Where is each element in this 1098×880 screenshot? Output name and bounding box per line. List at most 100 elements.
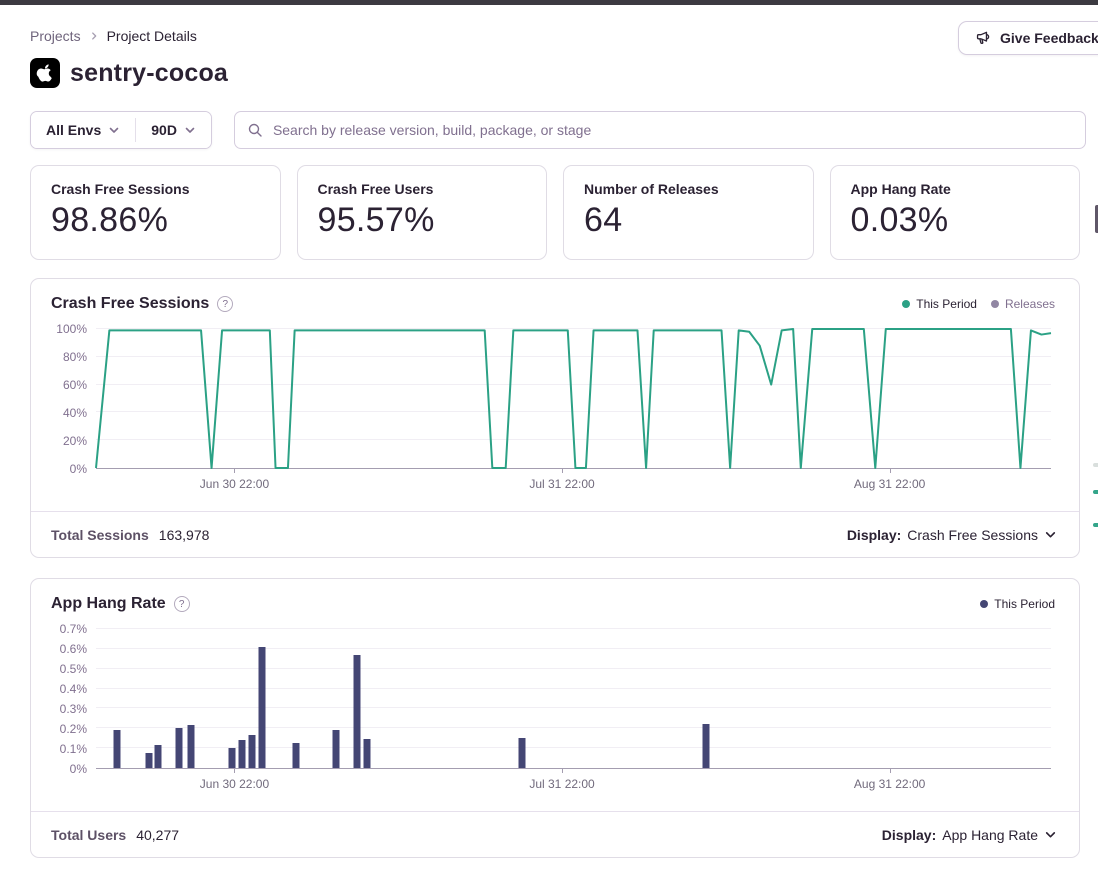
megaphone-icon [975, 30, 992, 47]
stat-card-crash-free-sessions: Crash Free Sessions 98.86% [30, 165, 281, 260]
y-tick-label: 0% [70, 762, 87, 776]
y-tick-label: 0.3% [60, 702, 87, 716]
app-hang-rate-panel: App Hang Rate ? This Period 0%0.1%0.2%0.… [30, 578, 1080, 858]
bar[interactable] [176, 728, 183, 768]
chart-legend: This Period [980, 597, 1055, 611]
display-label: Display: [847, 527, 901, 543]
date-range-selector[interactable]: 90D [136, 112, 211, 148]
bar[interactable] [332, 730, 339, 768]
x-tick-label: Jun 30 22:00 [200, 777, 269, 791]
bar[interactable] [145, 753, 152, 768]
filter-button-group: All Envs 90D [30, 111, 212, 149]
top-border-bar [0, 0, 1098, 5]
breadcrumb-current: Project Details [107, 28, 197, 44]
chart-area: 0%0.1%0.2%0.3%0.4%0.5%0.6%0.7% [31, 629, 1051, 769]
x-tick-label: Aug 31 22:00 [854, 477, 925, 491]
legend-label: This Period [916, 297, 977, 311]
display-selector[interactable]: Display: Crash Free Sessions [847, 527, 1057, 543]
bar[interactable] [155, 745, 162, 768]
stat-card-number-of-releases: Number of Releases 64 [563, 165, 814, 260]
y-tick-label: 0.2% [60, 722, 87, 736]
panel-header: Crash Free Sessions ? This Period Release… [51, 295, 1055, 313]
legend-item[interactable]: Releases [991, 297, 1055, 311]
help-icon[interactable]: ? [217, 296, 233, 312]
give-feedback-label: Give Feedback [1000, 30, 1098, 46]
x-axis: Jun 30 22:00Jul 31 22:00Aug 31 22:00 [96, 477, 1051, 493]
bar[interactable] [259, 647, 266, 768]
plot-area[interactable] [96, 629, 1051, 769]
help-icon[interactable]: ? [174, 596, 190, 612]
date-range-selector-label: 90D [151, 122, 177, 138]
gridline [96, 707, 1051, 708]
page-title: sentry-cocoa [70, 59, 228, 88]
total-sessions-value: 163,978 [159, 527, 210, 543]
gridline [96, 668, 1051, 669]
x-tick-label: Jul 31 22:00 [529, 777, 594, 791]
legend-item[interactable]: This Period [902, 297, 977, 311]
legend-dot-icon [991, 300, 999, 308]
environment-selector[interactable]: All Envs [31, 112, 135, 148]
stat-value: 0.03% [851, 201, 1060, 240]
panel-footer: Total Sessions 163,978 Display: Crash Fr… [31, 511, 1079, 557]
search-input[interactable] [273, 122, 1073, 138]
chart-area: 0%20%40%60%80%100% [31, 329, 1051, 469]
x-tick-mark [562, 468, 563, 473]
legend-dot-icon [980, 600, 988, 608]
gridline [96, 628, 1051, 629]
stat-label: App Hang Rate [851, 181, 1060, 197]
cutoff-content-sliver [1093, 523, 1098, 527]
legend-dot-icon [902, 300, 910, 308]
chevron-down-icon [184, 124, 196, 136]
bar[interactable] [187, 725, 194, 768]
bar[interactable] [703, 724, 710, 768]
bar[interactable] [518, 738, 525, 768]
apple-platform-icon [30, 58, 60, 88]
x-tick-mark [562, 768, 563, 773]
y-tick-label: 0.4% [60, 682, 87, 696]
chart-title: App Hang Rate [51, 595, 166, 613]
bar[interactable] [292, 743, 299, 768]
bar[interactable] [239, 740, 246, 768]
give-feedback-button[interactable]: Give Feedback [958, 21, 1098, 55]
cutoff-content-sliver [1093, 463, 1098, 467]
x-tick-label: Aug 31 22:00 [854, 777, 925, 791]
y-tick-label: 0% [70, 462, 87, 476]
breadcrumb-projects-link[interactable]: Projects [30, 28, 81, 44]
crash-free-sessions-panel: Crash Free Sessions ? This Period Release… [30, 278, 1080, 558]
bar[interactable] [248, 735, 255, 768]
stat-card-app-hang-rate: App Hang Rate 0.03% [830, 165, 1081, 260]
legend-label: This Period [994, 597, 1055, 611]
search-icon [247, 122, 263, 138]
y-tick-label: 80% [63, 350, 87, 364]
chart-legend: This Period Releases [902, 297, 1055, 311]
filter-bar: All Envs 90D [30, 111, 1086, 149]
display-value: Crash Free Sessions [907, 527, 1038, 543]
y-tick-label: 40% [63, 406, 87, 420]
stat-label: Number of Releases [584, 181, 793, 197]
chart-title: Crash Free Sessions [51, 295, 209, 313]
bar[interactable] [228, 748, 235, 768]
line-series [96, 329, 1051, 468]
y-tick-label: 0.6% [60, 642, 87, 656]
plot-area[interactable] [96, 329, 1051, 469]
chevron-down-icon [1044, 528, 1057, 541]
stats-row: Crash Free Sessions 98.86% Crash Free Us… [30, 165, 1080, 260]
legend-item[interactable]: This Period [980, 597, 1055, 611]
stat-value: 98.86% [51, 201, 260, 240]
environment-selector-label: All Envs [46, 122, 101, 138]
x-tick-label: Jun 30 22:00 [200, 477, 269, 491]
x-tick-mark [234, 468, 235, 473]
project-details-page: Projects Project Details Give Feedback s… [0, 0, 1098, 880]
y-axis: 0%0.1%0.2%0.3%0.4%0.5%0.6%0.7% [31, 629, 96, 769]
bar[interactable] [353, 655, 360, 768]
breadcrumb: Projects Project Details [30, 28, 197, 44]
total-users-value: 40,277 [136, 827, 179, 843]
stat-label: Crash Free Sessions [51, 181, 260, 197]
y-tick-label: 100% [56, 322, 87, 336]
x-tick-mark [890, 468, 891, 473]
total-users-label: Total Users [51, 827, 126, 843]
total-sessions-label: Total Sessions [51, 527, 149, 543]
display-selector[interactable]: Display: App Hang Rate [882, 827, 1057, 843]
bar[interactable] [114, 730, 121, 768]
bar[interactable] [364, 739, 371, 768]
